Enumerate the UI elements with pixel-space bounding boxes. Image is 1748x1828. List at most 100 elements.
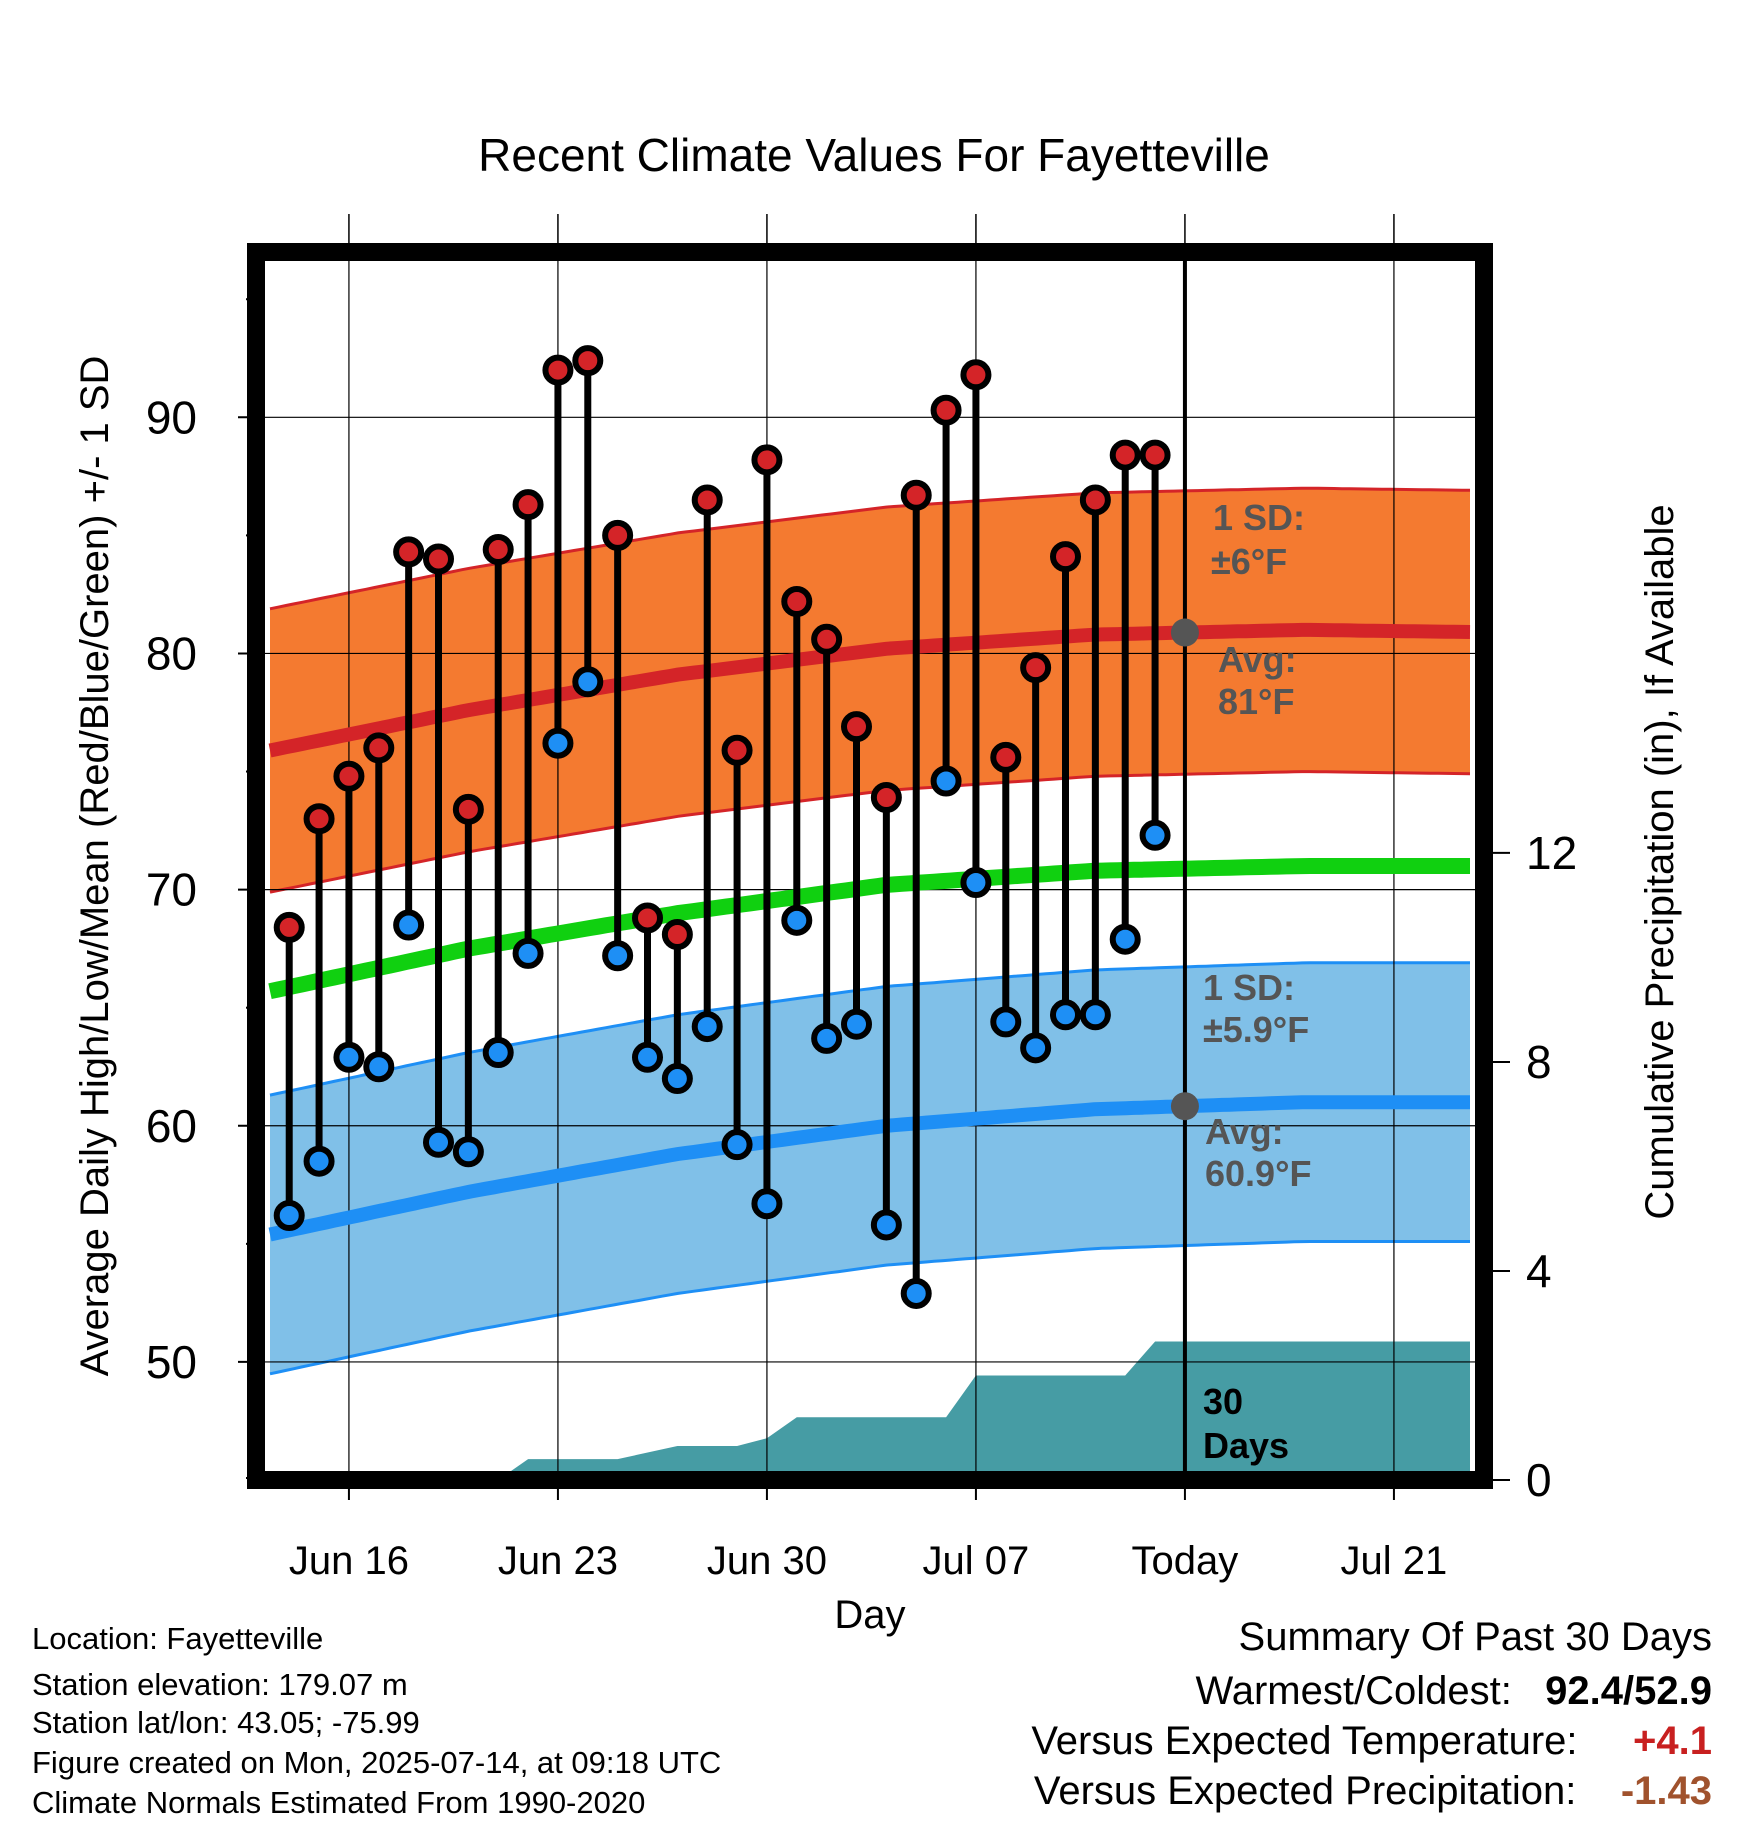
daily-low-point (691, 1011, 723, 1043)
daily-high-point (1139, 439, 1171, 471)
high-sd-value: ±6°F (1211, 541, 1287, 582)
daily-low-point (990, 1006, 1022, 1038)
daily-low-point (512, 937, 544, 969)
daily-low-point (273, 1200, 305, 1232)
y-axis-label: Average Daily High/Low/Mean (Red/Blue/Gr… (73, 356, 117, 1377)
daily-high-point (960, 359, 992, 391)
low-avg-value: 60.9°F (1205, 1153, 1311, 1194)
y2-tick-label-8: 8 (1526, 1036, 1552, 1088)
y2-axis-label: Cumulative Precipitation (in), If Availa… (1638, 504, 1682, 1219)
precip-days-label-2: Days (1203, 1425, 1289, 1466)
daily-high-point (691, 484, 723, 516)
daily-low-point (1079, 999, 1111, 1031)
daily-high-point (841, 711, 873, 743)
daily-high-point (1050, 541, 1082, 573)
y2-tick-label-12: 12 (1526, 827, 1577, 879)
low-sd-value: ±5.9°F (1203, 1009, 1309, 1050)
daily-low-point (1020, 1032, 1052, 1064)
daily-low-point (423, 1126, 455, 1158)
coldest-value: 52.9 (1634, 1669, 1712, 1713)
high-avg-value: 81°F (1218, 681, 1294, 722)
x-tick-label-2: Jun 30 (707, 1539, 827, 1583)
daily-high-point (482, 534, 514, 566)
low-avg-label: Avg: (1205, 1111, 1284, 1152)
daily-high-point (870, 782, 902, 814)
high-sd-label: 1 SD: (1213, 497, 1305, 538)
daily-high-point (1079, 484, 1111, 516)
low-band-lower-edge (269, 1240, 1470, 1376)
daily-high-point (512, 489, 544, 521)
precip-value: -1.43 (1620, 1769, 1712, 1813)
high-average-line (268, 622, 1471, 758)
daily-high-point (1020, 652, 1052, 684)
daily-high-point (751, 444, 783, 476)
summary-heading: Summary Of Past 30 Days (1238, 1615, 1712, 1659)
x-tick-label-3: Jul 07 (923, 1539, 1030, 1583)
daily-low-point (661, 1063, 693, 1095)
daily-low-point (721, 1129, 753, 1161)
daily-high-point (602, 519, 634, 551)
x-tick-label-1: Jun 23 (498, 1539, 618, 1583)
daily-high-point (303, 803, 335, 835)
daily-high-point (721, 734, 753, 766)
low-sd-label: 1 SD: (1203, 967, 1295, 1008)
today-low-marker (1170, 1092, 1199, 1121)
daily-low-point (632, 1041, 664, 1073)
y-tick-label-80: 80 (146, 627, 197, 679)
x-axis-label: Day (834, 1593, 905, 1637)
daily-low-point (930, 765, 962, 797)
daily-low-point (811, 1022, 843, 1054)
y-tick-label-60: 60 (146, 1100, 197, 1152)
warmest-value: 92.4 (1545, 1669, 1624, 1713)
daily-low-point (602, 940, 634, 972)
daily-high-point (661, 918, 693, 950)
daily-high-point (930, 394, 962, 426)
daily-high-point (542, 354, 574, 386)
x-tick-label-0: Jun 16 (289, 1539, 409, 1583)
info-latlon: Station lat/lon: 43.05; -75.99 (32, 1705, 420, 1740)
temp-value: +4.1 (1633, 1719, 1712, 1763)
summary-warm-cold: Warmest/Coldest: 92.4/52.9 (1195, 1669, 1712, 1713)
y2-tick-label-0: 0 (1526, 1454, 1552, 1506)
today-high-marker (1170, 618, 1199, 647)
daily-high-point (632, 902, 664, 934)
high-sd-band (270, 488, 1470, 893)
plot-frame (247, 243, 1493, 1489)
daily-high-point (781, 586, 813, 618)
daily-low-point (393, 909, 425, 941)
low-average-line (268, 1095, 1470, 1242)
temp-label: Versus Expected Temperature: (1031, 1719, 1578, 1763)
summary-temp: Versus Expected Temperature: +4.1 (1031, 1716, 1712, 1766)
info-elevation: Station elevation: 179.07 m (32, 1667, 408, 1702)
daily-high-point (363, 732, 395, 764)
info-normals: Climate Normals Estimated From 1990-2020 (32, 1785, 646, 1820)
daily-low-point (841, 1008, 873, 1040)
daily-low-point (870, 1209, 902, 1241)
daily-low-point (960, 867, 992, 899)
daily-high-point (393, 536, 425, 568)
info-created: Figure created on Mon, 2025-07-14, at 09… (32, 1745, 722, 1780)
daily-high-point (572, 345, 604, 377)
high-avg-label: Avg: (1218, 639, 1297, 680)
warm-cold-label: Warmest/Coldest: (1195, 1669, 1512, 1713)
daily-low-point (1109, 923, 1141, 955)
daily-low-point (482, 1037, 514, 1069)
daily-high-point (452, 793, 484, 825)
daily-low-point (303, 1145, 335, 1177)
precip-days-label-1: 30 (1203, 1381, 1243, 1422)
daily-low-point (751, 1188, 783, 1220)
daily-low-point (363, 1051, 395, 1083)
low-sd-band (270, 962, 1470, 1374)
daily-high-point (990, 741, 1022, 773)
high-band-upper-edge (269, 486, 1471, 611)
daily-low-point (1139, 819, 1171, 851)
daily-high-point (423, 543, 455, 575)
summary-precip: Versus Expected Precipitation: -1.43 (1034, 1766, 1712, 1816)
daily-low-point (781, 904, 813, 936)
daily-high-point (333, 760, 365, 792)
daily-high-point (900, 479, 932, 511)
daily-low-point (1050, 999, 1082, 1031)
daily-high-point (273, 911, 305, 943)
y-tick-label-50: 50 (146, 1336, 197, 1388)
